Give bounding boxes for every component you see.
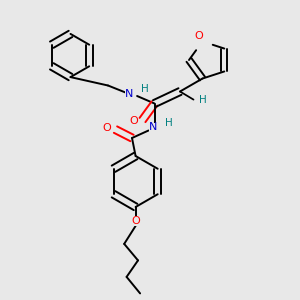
Text: O: O	[130, 116, 139, 126]
Text: O: O	[131, 216, 140, 226]
Text: H: H	[165, 118, 173, 128]
Text: O: O	[194, 31, 203, 41]
Text: H: H	[199, 95, 206, 105]
Text: O: O	[103, 123, 112, 133]
Text: N: N	[149, 122, 157, 133]
Text: N: N	[125, 89, 133, 100]
Text: H: H	[141, 84, 149, 94]
